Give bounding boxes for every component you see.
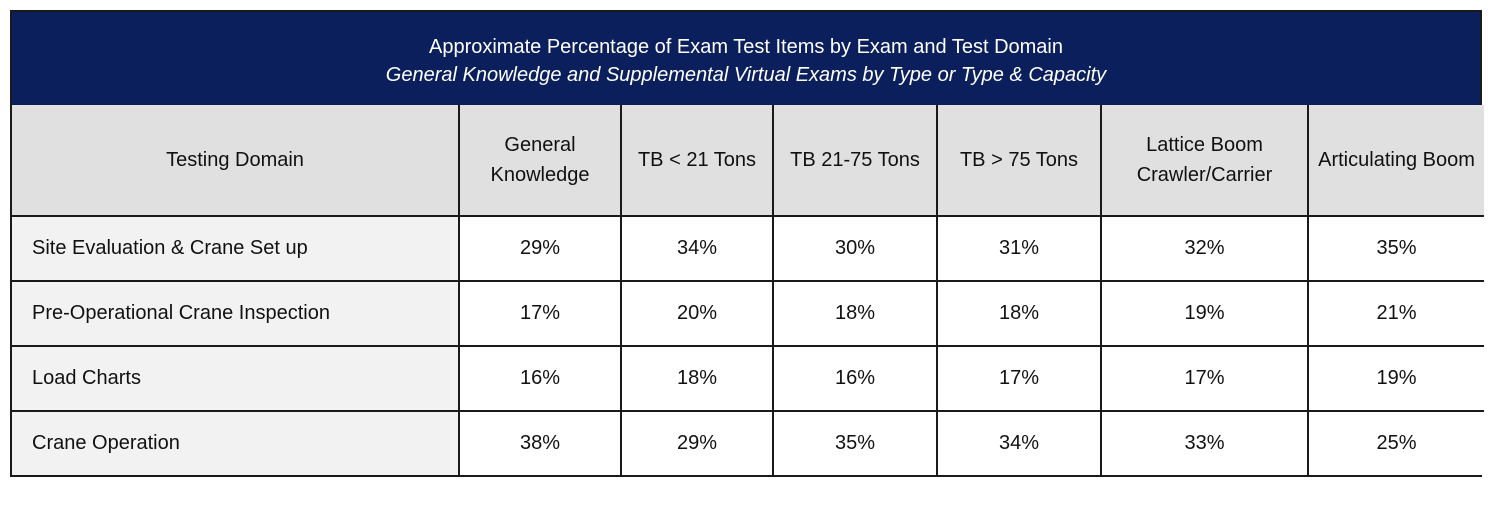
table-row: Load Charts 16% 18% 16% 17% 17% 19% — [12, 345, 1484, 412]
domain-cell: Site Evaluation & Crane Set up — [12, 215, 460, 282]
value-cell: 20% — [620, 280, 774, 347]
value-cell: 21% — [1307, 280, 1484, 347]
value-cell: 38% — [458, 410, 622, 475]
value-cell: 29% — [620, 410, 774, 475]
column-header: TB > 75 Tons — [936, 105, 1102, 217]
value-cell: 16% — [458, 345, 622, 412]
data-table: Testing Domain General Knowledge TB < 21… — [12, 105, 1484, 475]
value-cell: 17% — [1100, 345, 1309, 412]
table-row: Site Evaluation & Crane Set up 29% 34% 3… — [12, 215, 1484, 282]
table-row: Crane Operation 38% 29% 35% 34% 33% 25% — [12, 410, 1484, 475]
value-cell: 29% — [458, 215, 622, 282]
table-title: Approximate Percentage of Exam Test Item… — [428, 36, 1063, 58]
value-cell: 17% — [936, 345, 1102, 412]
value-cell: 30% — [772, 215, 938, 282]
column-header: TB 21-75 Tons — [772, 105, 938, 217]
value-cell: 17% — [458, 280, 622, 347]
domain-cell: Load Charts — [12, 345, 460, 412]
value-cell: 32% — [1100, 215, 1309, 282]
value-cell: 19% — [1307, 345, 1484, 412]
table-title-bar: Approximate Percentage of Exam Test Item… — [12, 12, 1480, 105]
value-cell: 16% — [772, 345, 938, 412]
value-cell: 18% — [936, 280, 1102, 347]
exam-percentage-table: Approximate Percentage of Exam Test Item… — [10, 10, 1484, 477]
column-header: General Knowledge — [458, 105, 622, 217]
value-cell: 19% — [1100, 280, 1309, 347]
table-subtitle: General Knowledge and Supplemental Virtu… — [385, 64, 1107, 86]
value-cell: 34% — [936, 410, 1102, 475]
domain-cell: Pre-Operational Crane Inspection — [12, 280, 460, 347]
column-header: TB < 21 Tons — [620, 105, 774, 217]
column-header: Testing Domain — [12, 105, 460, 217]
value-cell: 31% — [936, 215, 1102, 282]
table-row: Pre-Operational Crane Inspection 17% 20%… — [12, 280, 1484, 347]
value-cell: 33% — [1100, 410, 1309, 475]
header-row: Testing Domain General Knowledge TB < 21… — [12, 105, 1484, 217]
column-header: Articulating Boom — [1307, 105, 1484, 217]
domain-cell: Crane Operation — [12, 410, 460, 475]
value-cell: 18% — [772, 280, 938, 347]
column-header: Lattice Boom Crawler/Carrier — [1100, 105, 1309, 217]
value-cell: 25% — [1307, 410, 1484, 475]
value-cell: 35% — [1307, 215, 1484, 282]
value-cell: 35% — [772, 410, 938, 475]
value-cell: 18% — [620, 345, 774, 412]
value-cell: 34% — [620, 215, 774, 282]
